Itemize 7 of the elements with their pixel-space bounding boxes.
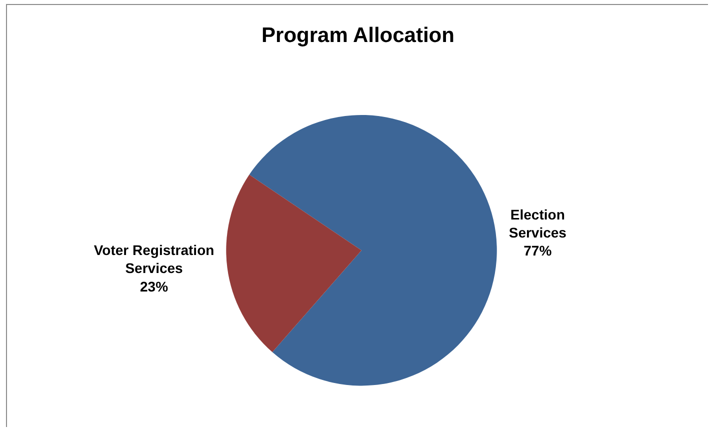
chart-title: Program Allocation bbox=[262, 24, 454, 47]
data-label: 23% bbox=[140, 278, 169, 294]
pie-slice bbox=[249, 115, 497, 386]
pie-slice bbox=[226, 174, 362, 352]
data-label: 77% bbox=[524, 242, 552, 259]
slice-label: Voter Registration Services bbox=[94, 242, 214, 276]
slice-label: Election Services bbox=[508, 206, 567, 240]
